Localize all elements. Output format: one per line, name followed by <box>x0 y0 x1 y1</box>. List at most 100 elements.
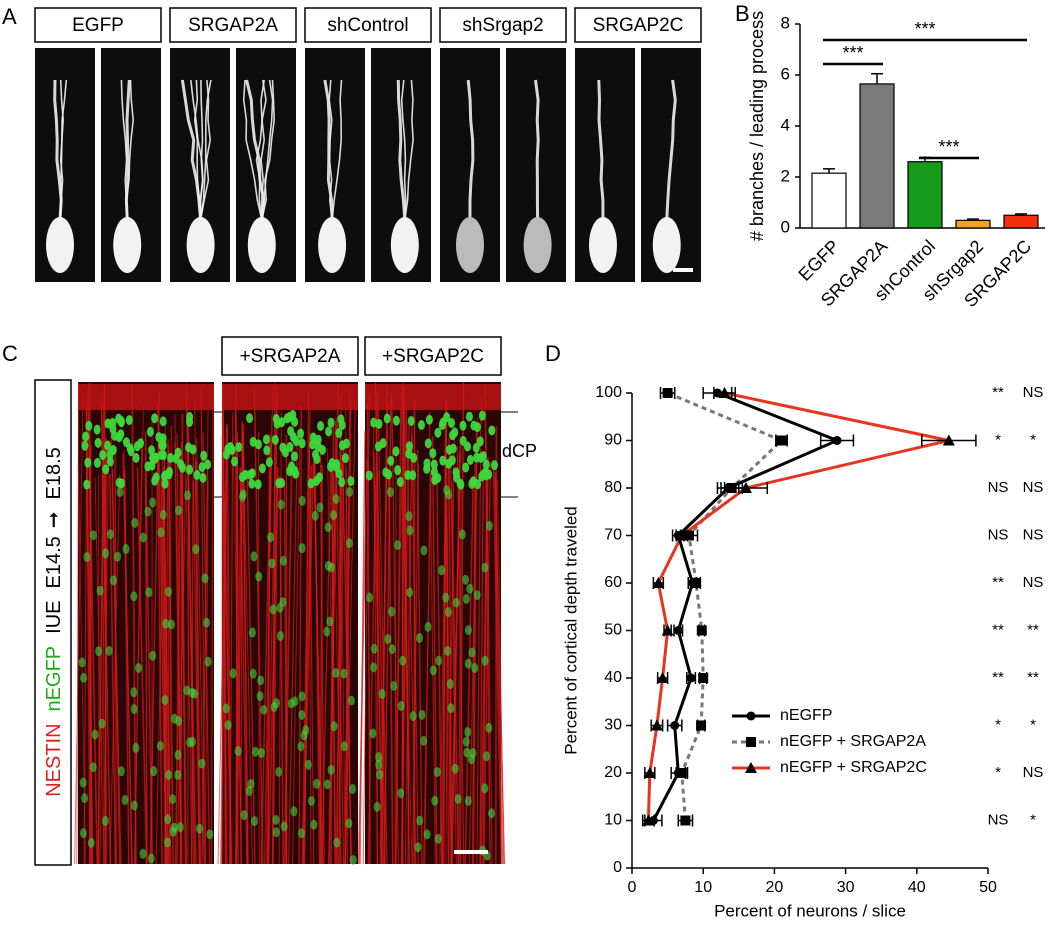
egfp-nucleus <box>133 441 141 452</box>
egfp-nucleus <box>240 810 248 821</box>
egfp-nucleus <box>332 668 340 679</box>
egfp-nucleus <box>135 662 143 673</box>
egfp-nucleus <box>464 795 472 806</box>
nestin-fiber <box>494 471 506 865</box>
significance-label: NS <box>1023 384 1044 401</box>
marker <box>696 625 707 636</box>
egfp-nucleus <box>415 633 423 644</box>
marker <box>746 711 756 721</box>
egfp-nucleus <box>83 552 91 563</box>
egfp-nucleus <box>414 842 422 853</box>
egfp-nucleus <box>312 476 320 487</box>
egfp-nucleus <box>392 415 400 426</box>
egfp-nucleus <box>145 587 153 598</box>
egfp-nucleus <box>324 522 332 533</box>
egfp-nucleus <box>167 452 175 463</box>
egfp-nucleus <box>161 695 169 706</box>
significance-label: * <box>1030 716 1036 733</box>
significance-label: NS <box>988 811 1009 828</box>
egfp-nucleus <box>463 747 471 758</box>
soma <box>113 217 142 273</box>
legend-label: nEGFP + SRGAP2C <box>780 759 927 776</box>
egfp-nucleus <box>394 465 402 476</box>
egfp-nucleus <box>101 815 109 826</box>
egfp-nucleus <box>105 645 113 656</box>
egfp-nucleus <box>102 464 110 475</box>
egfp-nucleus <box>449 443 457 454</box>
egfp-nucleus <box>482 751 490 762</box>
egfp-nucleus <box>238 472 246 483</box>
egfp-nucleus <box>302 725 310 736</box>
y-tick-label: 90 <box>604 432 622 449</box>
neurite <box>260 79 274 221</box>
egfp-nucleus <box>317 421 325 432</box>
egfp-nucleus <box>433 767 441 778</box>
y-tick-label: 60 <box>604 574 622 591</box>
marker <box>698 673 709 683</box>
egfp-nucleus <box>451 763 459 774</box>
egfp-nucleus <box>267 532 275 543</box>
nestin-fiber <box>131 384 137 865</box>
egfp-nucleus <box>298 495 306 506</box>
egfp-nucleus <box>471 663 479 674</box>
egfp-nucleus <box>84 457 92 468</box>
egfp-nucleus <box>279 442 287 453</box>
egfp-nucleus <box>488 808 496 819</box>
egfp-nucleus <box>338 477 346 488</box>
egfp-nucleus <box>104 440 112 451</box>
egfp-nucleus <box>262 434 270 445</box>
egfp-nucleus <box>375 752 383 763</box>
egfp-nucleus <box>162 618 170 629</box>
egfp-nucleus <box>115 413 123 424</box>
nestin-fiber <box>201 409 209 865</box>
nestin-fiber <box>234 467 242 865</box>
egfp-nucleus <box>304 759 312 770</box>
panel-label: B <box>735 1 750 26</box>
y-tick-label: 2 <box>781 166 790 185</box>
egfp-nucleus <box>188 687 196 698</box>
series-line <box>667 391 785 821</box>
neurite <box>323 79 334 221</box>
egfp-nucleus <box>479 469 487 480</box>
y-tick-label: 40 <box>604 669 622 686</box>
egfp-nucleus <box>459 420 467 431</box>
neurite <box>199 79 204 221</box>
egfp-nucleus <box>464 658 472 669</box>
egfp-nucleus <box>429 665 437 676</box>
y-tick-label: 100 <box>595 384 622 401</box>
egfp-nucleus <box>454 794 462 805</box>
series-line <box>652 391 842 822</box>
nestin-fiber <box>374 382 386 865</box>
egfp-nucleus <box>309 439 317 450</box>
egfp-nucleus <box>263 445 271 456</box>
condition-label: shControl <box>327 15 408 36</box>
bar <box>811 172 847 229</box>
significance-label: ** <box>1027 621 1039 638</box>
egfp-nucleus <box>186 464 194 475</box>
nestin-fiber <box>404 422 413 865</box>
egfp-nucleus <box>420 735 428 746</box>
egfp-nucleus <box>290 806 298 817</box>
nestin-fiber <box>359 431 366 865</box>
egfp-nucleus <box>449 430 457 441</box>
egfp-nucleus <box>485 722 493 733</box>
egfp-nucleus <box>150 766 158 777</box>
egfp-nucleus <box>265 457 273 468</box>
egfp-nucleus <box>106 456 114 467</box>
nestin-fiber <box>101 393 105 865</box>
condition-box <box>34 7 162 43</box>
nestin-fiber <box>76 382 80 865</box>
egfp-nucleus <box>330 721 338 732</box>
bar <box>859 83 895 229</box>
egfp-nucleus <box>423 463 431 474</box>
nestin-fiber <box>136 467 148 865</box>
egfp-nucleus <box>183 685 191 696</box>
egfp-nucleus <box>156 740 164 751</box>
egfp-nucleus <box>298 710 306 721</box>
egfp-nucleus <box>268 558 276 569</box>
marker <box>688 578 698 588</box>
egfp-nucleus <box>195 823 203 834</box>
scale-bar <box>454 850 488 854</box>
egfp-nucleus <box>148 445 156 456</box>
